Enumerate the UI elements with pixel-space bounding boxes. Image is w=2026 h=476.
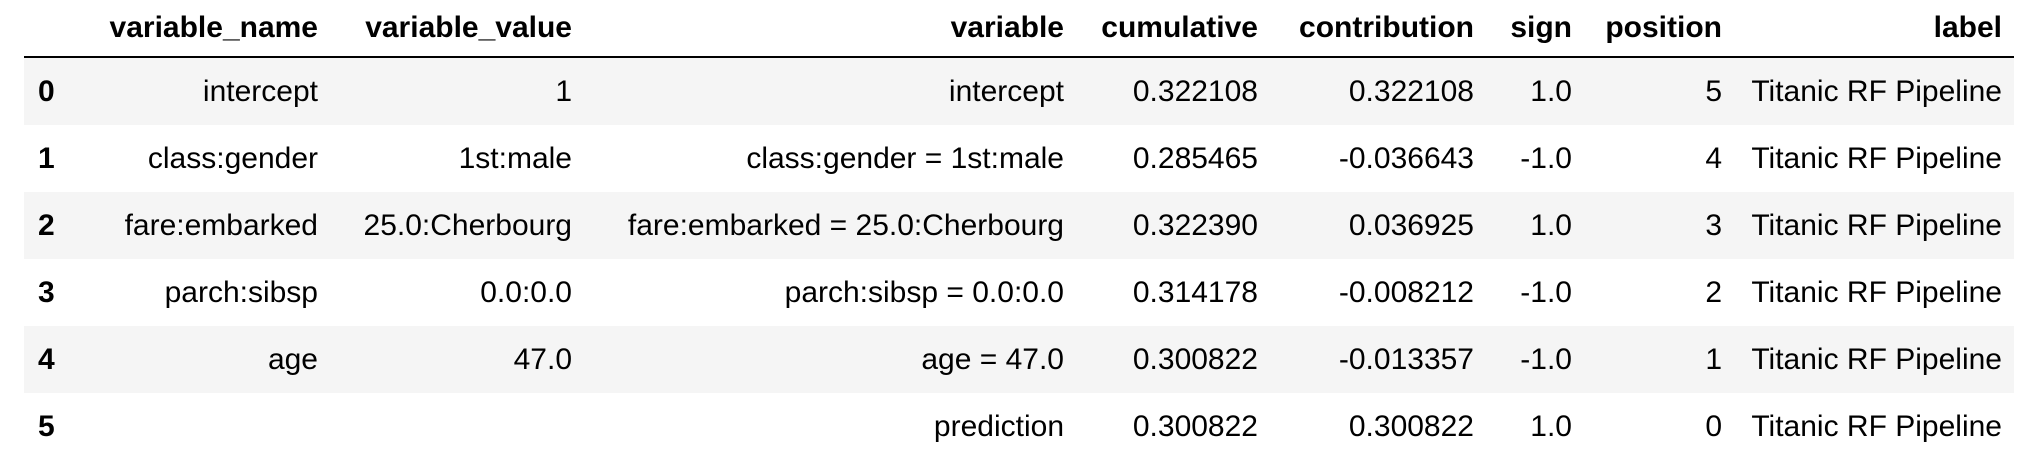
row-index: 0: [38, 74, 55, 108]
table-row: 0 intercept 1 intercept 0.322108 0.32210…: [24, 57, 2014, 125]
cell-variable-name: [86, 393, 330, 460]
table-body: 0 intercept 1 intercept 0.322108 0.32210…: [24, 57, 2014, 460]
cell-contribution: -0.036643: [1338, 141, 1474, 175]
cell-variable-name: age: [267, 342, 318, 376]
cell-sign: -1.0: [1520, 342, 1572, 376]
row-index: 5: [38, 409, 55, 443]
cell-variable-value: 1: [555, 74, 572, 108]
row-index: 4: [38, 342, 55, 376]
cell-label: Titanic RF Pipeline: [1751, 409, 2002, 443]
cell-variable-name: parch:sibsp: [164, 275, 318, 309]
row-index: 3: [38, 275, 55, 309]
column-header-position: position: [1584, 0, 1734, 58]
cell-sign: 1.0: [1530, 74, 1572, 108]
cell-position: 0: [1705, 409, 1722, 443]
cell-variable-name: fare:embarked: [124, 208, 318, 242]
cell-variable: fare:embarked = 25.0:Cherbourg: [627, 208, 1064, 242]
cell-sign: 1.0: [1530, 409, 1572, 443]
cell-variable: age = 47.0: [921, 342, 1064, 376]
column-header-cumulative: cumulative: [1076, 0, 1270, 58]
cell-contribution: 0.036925: [1348, 208, 1474, 242]
cell-position: 5: [1705, 74, 1722, 108]
dataframe-table: variable_name variable_value variable cu…: [24, 0, 2014, 460]
cell-variable-value: 25.0:Cherbourg: [363, 208, 572, 242]
table-row: 1 class:gender 1st:male class:gender = 1…: [24, 125, 2014, 192]
row-index: 2: [38, 208, 55, 242]
cell-cumulative: 0.285465: [1132, 141, 1258, 175]
column-header-label: label: [1734, 0, 2014, 58]
table-row: 2 fare:embarked 25.0:Cherbourg fare:emba…: [24, 192, 2014, 259]
cell-contribution: -0.008212: [1338, 275, 1474, 309]
cell-variable-value: 0.0:0.0: [480, 275, 572, 309]
cell-cumulative: 0.322108: [1132, 74, 1258, 108]
cell-position: 1: [1705, 342, 1722, 376]
table-row: 5 prediction 0.300822 0.300822 1.0 0 Tit…: [24, 393, 2014, 460]
cell-variable-name: class:gender: [147, 141, 318, 175]
cell-position: 3: [1705, 208, 1722, 242]
cell-sign: -1.0: [1520, 141, 1572, 175]
column-header-sign: sign: [1486, 0, 1584, 58]
cell-label: Titanic RF Pipeline: [1751, 141, 2002, 175]
cell-contribution: 0.322108: [1348, 74, 1474, 108]
column-header-variable-name: variable_name: [86, 0, 330, 58]
cell-cumulative: 0.300822: [1132, 342, 1258, 376]
cell-cumulative: 0.300822: [1132, 409, 1258, 443]
column-header-variable: variable: [584, 0, 1076, 58]
cell-variable-value: [330, 393, 584, 460]
cell-variable: prediction: [933, 409, 1064, 443]
table-header: variable_name variable_value variable cu…: [24, 0, 2014, 58]
cell-label: Titanic RF Pipeline: [1751, 74, 2002, 108]
cell-label: Titanic RF Pipeline: [1751, 208, 2002, 242]
cell-label: Titanic RF Pipeline: [1751, 342, 2002, 376]
cell-label: Titanic RF Pipeline: [1751, 275, 2002, 309]
cell-position: 4: [1705, 141, 1722, 175]
table-row: 4 age 47.0 age = 47.0 0.300822 -0.013357…: [24, 326, 2014, 393]
cell-variable: parch:sibsp = 0.0:0.0: [784, 275, 1064, 309]
cell-sign: -1.0: [1520, 275, 1572, 309]
dataframe-output: variable_name variable_value variable cu…: [24, 0, 2014, 460]
cell-contribution: -0.013357: [1338, 342, 1474, 376]
cell-variable: intercept: [948, 74, 1064, 108]
cell-cumulative: 0.314178: [1132, 275, 1258, 309]
column-header-variable-value: variable_value: [330, 0, 584, 58]
cell-variable-value: 1st:male: [458, 141, 572, 175]
header-row: variable_name variable_value variable cu…: [24, 0, 2014, 58]
cell-sign: 1.0: [1530, 208, 1572, 242]
cell-position: 2: [1705, 275, 1722, 309]
cell-variable-value: 47.0: [513, 342, 572, 376]
cell-cumulative: 0.322390: [1132, 208, 1258, 242]
cell-variable-name: intercept: [202, 74, 318, 108]
row-index: 1: [38, 141, 55, 175]
cell-contribution: 0.300822: [1348, 409, 1474, 443]
column-header-contribution: contribution: [1270, 0, 1486, 58]
table-row: 3 parch:sibsp 0.0:0.0 parch:sibsp = 0.0:…: [24, 259, 2014, 326]
cell-variable: class:gender = 1st:male: [746, 141, 1064, 175]
index-header: [24, 0, 86, 58]
